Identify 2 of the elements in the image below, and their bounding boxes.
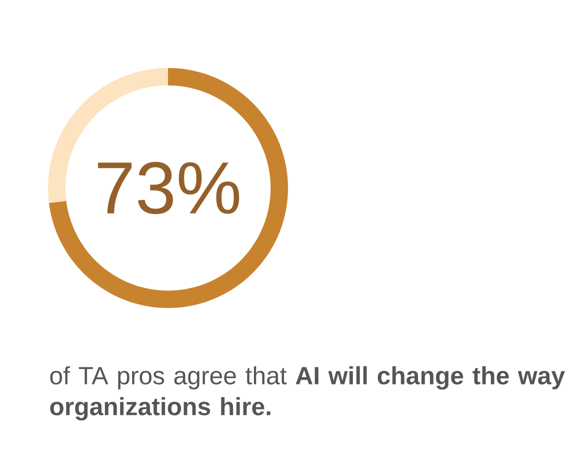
- text: of TA pros agree that AI will change the way organizations hire.: [50, 366, 565, 420]
- data-label: 73%: [98, 162, 240, 214]
